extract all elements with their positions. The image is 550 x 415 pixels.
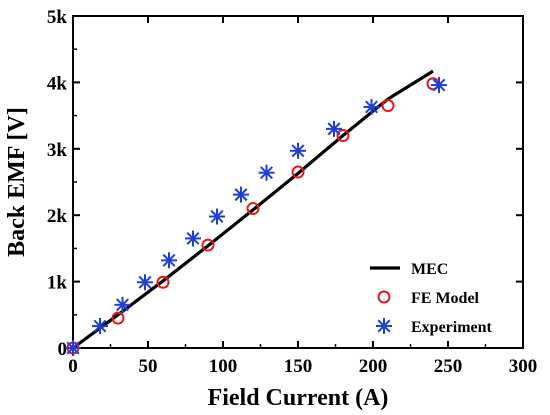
x-tick-label: 200 [359,356,388,377]
data-point [233,186,249,203]
data-point [185,230,201,247]
data-point [291,165,305,179]
legend-item: Experiment [376,318,493,336]
data-point [431,77,447,94]
data-point [137,274,153,291]
data-point [201,238,215,252]
legend: MEC FE Model Experiment [370,261,493,336]
y-tick-label: 3k [47,140,68,161]
legend-label: MEC [411,261,448,278]
data-point [209,208,225,225]
y-tick-label: 4k [47,73,68,94]
y-tick-label: 5k [47,7,68,28]
data-point [92,318,108,335]
y-axis-title: Back EMF [V] [4,107,30,257]
mec-line [72,69,434,350]
series-mec [72,69,434,350]
data-point [246,202,260,216]
data-point [65,340,81,356]
legend-label: FE Model [411,290,480,307]
data-point [156,275,170,289]
data-point [114,296,131,313]
series-layer [65,69,447,356]
data-point [336,129,350,143]
series-fe-model [66,77,440,355]
y-tick-label: 1k [47,273,68,294]
data-point [111,311,125,325]
x-tick-label: 300 [509,356,538,377]
x-tick-label: 0 [68,356,78,377]
legend-circle-marker [377,290,391,304]
y-axis-ticks: 0 1k 2k 3k 4k 5k [47,7,523,360]
series-experiment [65,77,447,356]
data-point [363,98,380,115]
x-tick-label: 150 [284,356,313,377]
data-point [290,142,306,159]
data-point [258,164,275,181]
x-tick-label: 100 [209,356,238,377]
legend-asterisk-marker [376,318,392,334]
data-point [326,120,342,137]
legend-label: Experiment [411,319,493,336]
data-point [381,99,395,113]
x-tick-label: 50 [139,356,158,377]
x-axis-title: Field Current (A) [208,385,389,411]
y-tick-label: 2k [47,206,68,227]
data-point [161,252,177,269]
x-tick-label: 250 [434,356,463,377]
legend-item: MEC [370,261,448,278]
legend-item: FE Model [377,290,480,307]
y-tick-label: 0 [58,339,68,360]
x-axis-ticks: 0 50 100 150 200 250 300 [68,16,537,377]
